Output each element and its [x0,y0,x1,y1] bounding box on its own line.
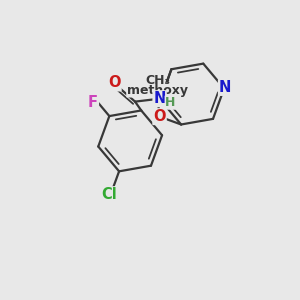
Text: F: F [88,95,98,110]
Text: O: O [108,76,121,91]
Text: methoxy: methoxy [127,84,188,97]
Text: H: H [165,96,176,109]
Text: Cl: Cl [102,187,117,202]
Text: N: N [219,80,231,95]
Text: CH₃: CH₃ [145,74,170,87]
Text: N: N [153,91,166,106]
Text: O: O [153,109,166,124]
